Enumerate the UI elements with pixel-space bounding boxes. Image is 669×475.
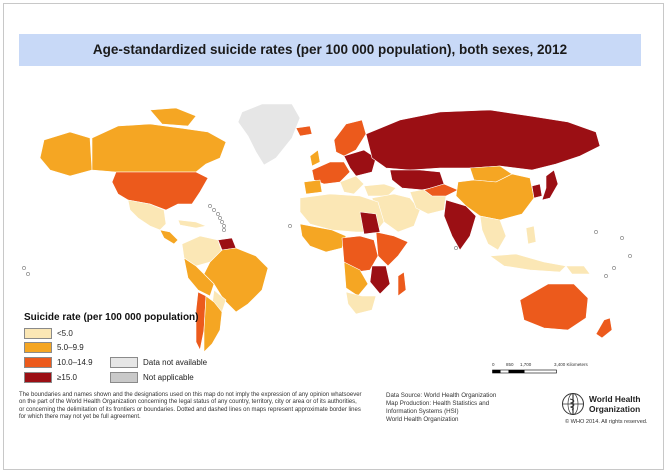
legend-swatch xyxy=(24,328,52,339)
scale-bar-graphic xyxy=(492,369,557,374)
source-line: Map Production: Health Statistics and xyxy=(386,400,490,407)
who-name: World Health Organization xyxy=(589,394,641,414)
legend-title: Suicide rate (per 100 000 population) xyxy=(24,312,199,323)
region-angola xyxy=(343,261,369,297)
scale-label: 850 xyxy=(506,362,514,367)
island-marker xyxy=(22,266,26,270)
region-japan xyxy=(541,169,559,201)
who-name-line: Organization xyxy=(589,404,641,414)
who-name-line: World Health xyxy=(589,394,641,404)
island-marker xyxy=(208,204,212,208)
scale-label: 0 xyxy=(492,362,495,367)
data-source: Data Source: World Health Organization M… xyxy=(386,392,556,424)
region-italy-balkans xyxy=(339,175,365,195)
region-papua-new-guinea xyxy=(565,265,591,275)
legend-swatch xyxy=(110,357,138,368)
region-sudan xyxy=(359,211,381,235)
region-philippines xyxy=(525,225,537,245)
region-southeast-asia xyxy=(479,215,507,251)
region-usa xyxy=(111,171,209,211)
region-canada xyxy=(91,123,227,173)
source-line: Data Source: World Health Organization xyxy=(386,392,497,399)
region-uk xyxy=(309,149,321,167)
region-alaska xyxy=(39,131,93,177)
map-title: Age-standardized suicide rates (per 100 … xyxy=(92,42,568,57)
region-central-america xyxy=(159,229,179,245)
region-caribbean xyxy=(177,219,207,229)
island-marker xyxy=(222,224,226,228)
legend-swatch xyxy=(24,372,52,383)
who-emblem-icon xyxy=(562,393,584,415)
island-marker xyxy=(620,236,624,240)
island-marker xyxy=(288,224,292,228)
island-marker xyxy=(594,230,598,234)
disclaimer-line: The boundaries and names shown and the d… xyxy=(19,392,362,398)
region-india xyxy=(443,199,477,251)
region-iberia xyxy=(303,179,323,195)
island-marker xyxy=(628,254,632,258)
region-south-africa xyxy=(345,291,377,315)
legend-swatch xyxy=(110,372,138,383)
island-marker xyxy=(454,246,458,250)
legend-label: Not applicable xyxy=(143,373,194,382)
region-turkey xyxy=(363,183,397,197)
region-madagascar xyxy=(397,271,407,297)
region-peru-bolivia xyxy=(183,257,215,297)
region-argentina xyxy=(203,295,223,353)
region-eastern-europe xyxy=(343,149,377,177)
legend-label: ≥15.0 xyxy=(57,373,77,382)
island-marker xyxy=(604,274,608,278)
legend-label: 5.0–9.9 xyxy=(57,343,84,352)
scale-bar: 0 850 1,700 3,400 Kilometers xyxy=(492,362,592,380)
who-logo: World Health Organization xyxy=(561,392,661,424)
region-australia xyxy=(519,283,589,331)
disclaimer-line: or concerning the delimitation of its fr… xyxy=(19,406,361,413)
island-marker xyxy=(212,208,216,212)
copyright: © WHO 2014. All rights reserved. xyxy=(565,419,648,425)
region-indonesia xyxy=(489,253,567,273)
island-marker xyxy=(612,266,616,270)
legend-swatch xyxy=(24,342,52,353)
scale-label: 3,400 Kilometers xyxy=(554,362,588,367)
region-canada-islands xyxy=(149,107,197,127)
region-central-asia xyxy=(423,183,459,197)
region-west-africa xyxy=(299,223,347,253)
island-marker xyxy=(218,216,222,220)
disclaimer-line: for which there may not yet be full agre… xyxy=(19,414,141,421)
island-marker xyxy=(220,220,224,224)
source-line: Information Systems (HSI) xyxy=(386,408,459,415)
region-scandinavia xyxy=(333,119,367,157)
disclaimer: The boundaries and names shown and the d… xyxy=(19,392,379,422)
island-marker xyxy=(222,228,226,232)
region-east-africa xyxy=(375,231,409,267)
region-korea xyxy=(531,183,543,199)
legend-label: 10.0–14.9 xyxy=(57,358,93,367)
region-china xyxy=(455,173,535,221)
legend-label: Data not available xyxy=(143,358,208,367)
legend-swatch xyxy=(24,357,52,368)
legend-label: <5.0 xyxy=(57,329,73,338)
region-new-zealand xyxy=(595,317,613,339)
region-greenland xyxy=(237,103,301,166)
island-marker xyxy=(216,212,220,216)
legend: Suicide rate (per 100 000 population) <5… xyxy=(24,312,264,388)
scale-label: 1,700 xyxy=(520,362,532,367)
title-bar: Age-standardized suicide rates (per 100 … xyxy=(19,34,641,66)
disclaimer-line: on the part of the World Health Organiza… xyxy=(19,399,357,406)
source-line: World Health Organization xyxy=(386,416,459,423)
island-marker xyxy=(26,272,30,276)
region-russia xyxy=(365,109,601,171)
region-mozambique xyxy=(369,265,391,295)
region-iceland xyxy=(295,125,313,137)
